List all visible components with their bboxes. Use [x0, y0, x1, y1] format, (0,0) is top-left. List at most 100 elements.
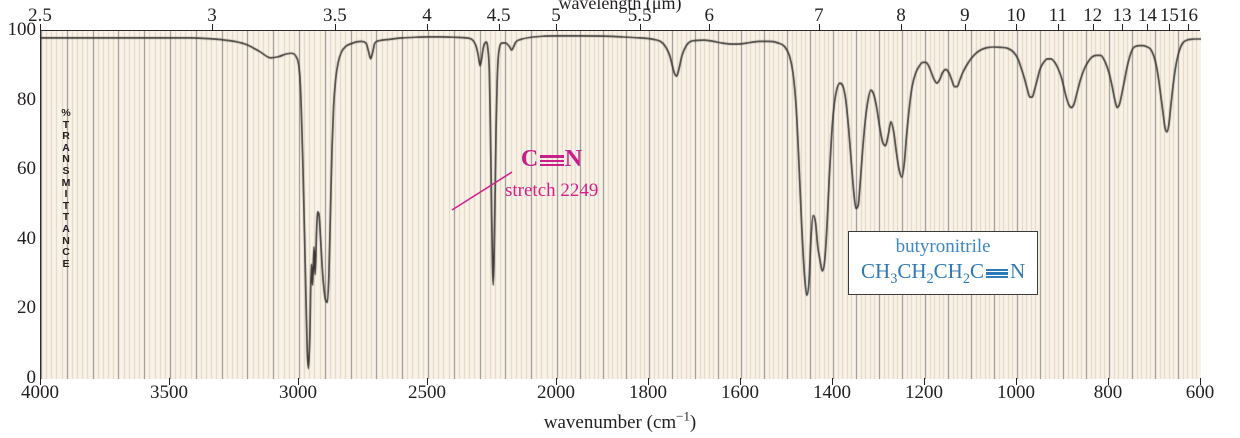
x-axis-tick-mark-bottom — [1016, 378, 1017, 385]
bottom-axis-title: wavenumber (cm−1) — [544, 409, 696, 434]
top-axis-title: wavelength (μm) — [558, 0, 682, 13]
x-axis-tick-mark-bottom — [924, 378, 925, 385]
nitrile-c-label: C — [520, 146, 539, 172]
nitrile-annotation-line2: stretch 2249 — [505, 180, 599, 201]
x-axis-tick-mark-top — [499, 24, 500, 31]
x-axis-tick-label-bottom: 600 — [1185, 382, 1215, 403]
x-axis-tick-mark-top — [965, 24, 966, 31]
x-axis-tick-label-top: 10 — [1006, 5, 1026, 26]
x-axis-tick-mark-top — [427, 24, 428, 31]
x-axis-tick-mark-bottom — [1108, 378, 1109, 385]
x-axis-tick-label-top: 4.5 — [486, 5, 511, 26]
formula-ch-3: CH — [933, 259, 963, 283]
x-axis-tick-label-bottom: 2500 — [407, 382, 446, 403]
y-axis-title: % T R A N S M I T T A N C E — [58, 107, 74, 270]
formula-sub-1: 3 — [890, 271, 898, 288]
x-axis-tick-label-top: 9 — [960, 5, 970, 26]
y-axis-tick-label: 20 — [17, 297, 36, 319]
x-axis-tick-mark-top — [1058, 24, 1059, 31]
x-axis-tick-label-top: 2.5 — [28, 5, 52, 26]
y-axis-title-char: T — [62, 118, 70, 131]
x-axis-tick-mark-top — [709, 24, 710, 31]
y-axis-title-char: A — [62, 222, 70, 235]
y-axis-title-char: % — [61, 107, 71, 119]
formula-sub-3: 2 — [962, 271, 970, 288]
x-axis-tick-mark-top — [1122, 24, 1123, 31]
x-axis-tick-mark-bottom — [556, 378, 557, 385]
x-axis-tick-mark-top — [901, 24, 902, 31]
y-axis-title-char: E — [62, 257, 70, 270]
x-axis-tick-label-bottom: 800 — [1093, 382, 1123, 403]
y-axis-tick-label: 0 — [26, 367, 37, 388]
x-axis-tick-label-top: 16 — [1178, 5, 1198, 26]
y-axis-title-char: A — [62, 141, 70, 154]
x-axis-tick-label-bottom: 4000 — [21, 382, 59, 403]
x-axis-tick-label-bottom: 1600 — [720, 382, 759, 403]
x-axis-tick-label-bottom: 1400 — [812, 382, 851, 403]
x-axis-tick-mark-top — [640, 24, 641, 31]
y-axis-title-char: M — [61, 176, 71, 189]
x-axis-tick-mark-top — [1147, 24, 1148, 31]
y-axis-title-char: N — [62, 153, 70, 166]
x-axis-tick-label-top: 8 — [896, 5, 906, 26]
x-axis-tick-mark-bottom — [832, 378, 833, 385]
y-axis-title-char: I — [64, 188, 68, 201]
x-axis-tick-label-top: 5 — [551, 5, 561, 26]
y-axis-title-char: R — [62, 130, 70, 143]
x-axis-tick-label-top: 11 — [1048, 5, 1067, 26]
y-axis-title-char: S — [62, 164, 70, 177]
x-axis-tick-mark-bottom — [169, 378, 170, 385]
formula-n: N — [1010, 259, 1026, 283]
x-axis-tick-mark-top — [819, 24, 820, 31]
x-axis-tick-label-top: 3 — [207, 5, 217, 26]
y-axis-tick-label: 100 — [7, 19, 37, 40]
x-axis-tick-label-top: 3.5 — [322, 5, 347, 26]
y-axis-title-char: N — [62, 234, 70, 247]
x-axis-tick-label-top: 7 — [814, 5, 824, 26]
x-axis-tick-mark-top — [212, 24, 213, 31]
x-axis-tick-label-top: 5.5 — [627, 5, 652, 26]
compound-formula: CH3CH2CH2C N — [861, 259, 1025, 288]
x-axis-tick-mark-top — [1093, 24, 1094, 31]
formula-sub-2: 2 — [926, 271, 934, 288]
formula-ch-2: CH — [897, 259, 927, 283]
x-axis-tick-label-top: 12 — [1083, 5, 1103, 26]
y-axis-title-char: C — [62, 246, 70, 259]
compound-info-box: butyronitrile CH3CH2CH2C N — [848, 231, 1039, 296]
x-axis-tick-mark-bottom — [40, 378, 41, 385]
x-axis-tick-mark-top — [335, 24, 336, 31]
x-axis-tick-mark-bottom — [1200, 378, 1201, 385]
x-axis-tick-label-top: 15 — [1159, 5, 1179, 26]
x-axis-tick-label-bottom: 3500 — [149, 382, 188, 403]
x-axis-tick-mark-top — [1016, 24, 1017, 31]
triple-bond-icon — [539, 148, 564, 172]
compound-name: butyronitrile — [895, 236, 991, 257]
x-axis-tick-label-bottom: 1200 — [904, 382, 943, 403]
bottom-axis-title-text: wavenumber (cm−1) — [543, 409, 697, 434]
triple-bond-icon — [986, 263, 1008, 284]
x-axis-tick-mark-top — [556, 24, 557, 31]
x-axis-tick-label-bottom: 1800 — [628, 382, 667, 403]
plot-area — [40, 30, 1201, 379]
x-axis-tick-mark-top — [1188, 24, 1189, 31]
x-axis-tick-label-bottom: 3000 — [278, 382, 317, 403]
x-axis-tick-label-top: 6 — [704, 5, 715, 26]
x-axis-tick-mark-top — [40, 24, 41, 31]
x-axis-tick-mark-top — [1169, 24, 1170, 31]
formula-c: C — [969, 259, 984, 283]
y-axis-title-char: T — [62, 199, 70, 212]
x-axis-tick-label-bottom: 1000 — [996, 382, 1035, 403]
x-axis-tick-mark-bottom — [427, 378, 428, 385]
x-axis-tick-label-top: 14 — [1137, 5, 1157, 26]
x-axis-tick-label-top: 4 — [422, 5, 432, 26]
x-axis-tick-label-top: 13 — [1112, 5, 1132, 26]
spectrum-trace-canvas — [41, 31, 1201, 379]
x-axis-tick-mark-bottom — [740, 378, 741, 385]
y-axis-title-char: T — [62, 211, 70, 224]
formula-ch-1: CH — [861, 259, 891, 283]
y-axis-tick-label: 80 — [17, 88, 36, 110]
y-axis-tick-label: 40 — [17, 227, 36, 249]
